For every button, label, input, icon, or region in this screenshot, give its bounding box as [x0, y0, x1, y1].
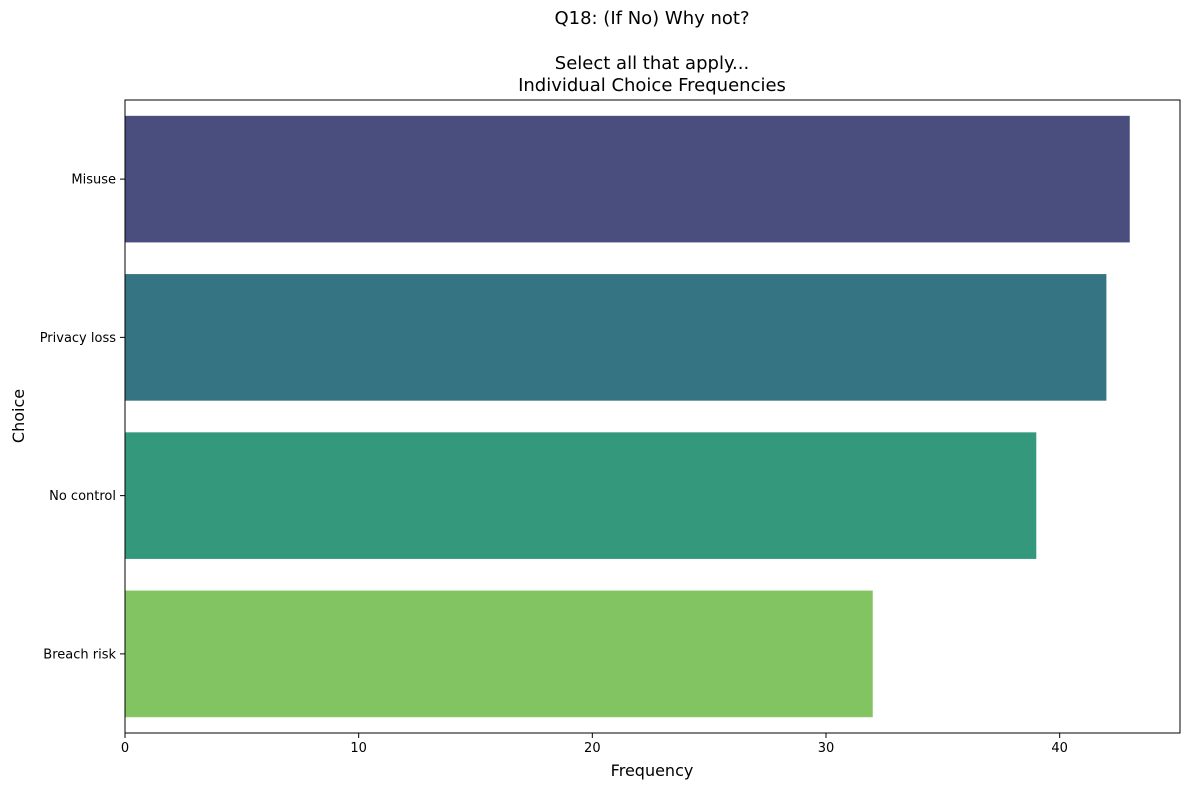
x-tick-label: 30: [818, 741, 835, 756]
x-tick-label: 10: [350, 741, 367, 756]
y-axis-ticks: Misuse Privacy loss No control Breach risk: [40, 173, 125, 662]
plot-frame: [124, 99, 1181, 734]
y-axis-label: Choice: [9, 389, 28, 443]
y-tick-label: Misuse: [71, 173, 116, 188]
y-tick-label: No control: [49, 489, 116, 504]
chart-title-line-1: Q18: (If No) Why not?: [554, 8, 749, 29]
bar-no-control: [125, 432, 1037, 559]
chart-title-line-3: Select all that apply...: [555, 53, 749, 74]
x-axis-label: Frequency: [611, 761, 694, 780]
x-axis-ticks: 0 10 20 30 40: [121, 733, 1068, 756]
x-tick-label: 40: [1051, 741, 1068, 756]
chart-title-line-4: Individual Choice Frequencies: [518, 75, 786, 96]
bar-privacy-loss: [125, 274, 1107, 401]
y-tick-label: Breach risk: [43, 647, 116, 662]
bar-breach-risk: [125, 590, 873, 718]
bars-group: [125, 115, 1130, 718]
x-tick-label: 0: [121, 741, 129, 756]
chart-title: Q18: (If No) Why not? Select all that ap…: [518, 8, 786, 96]
y-tick-label: Privacy loss: [40, 331, 117, 346]
x-tick-label: 20: [584, 741, 601, 756]
bar-misuse: [125, 115, 1130, 243]
